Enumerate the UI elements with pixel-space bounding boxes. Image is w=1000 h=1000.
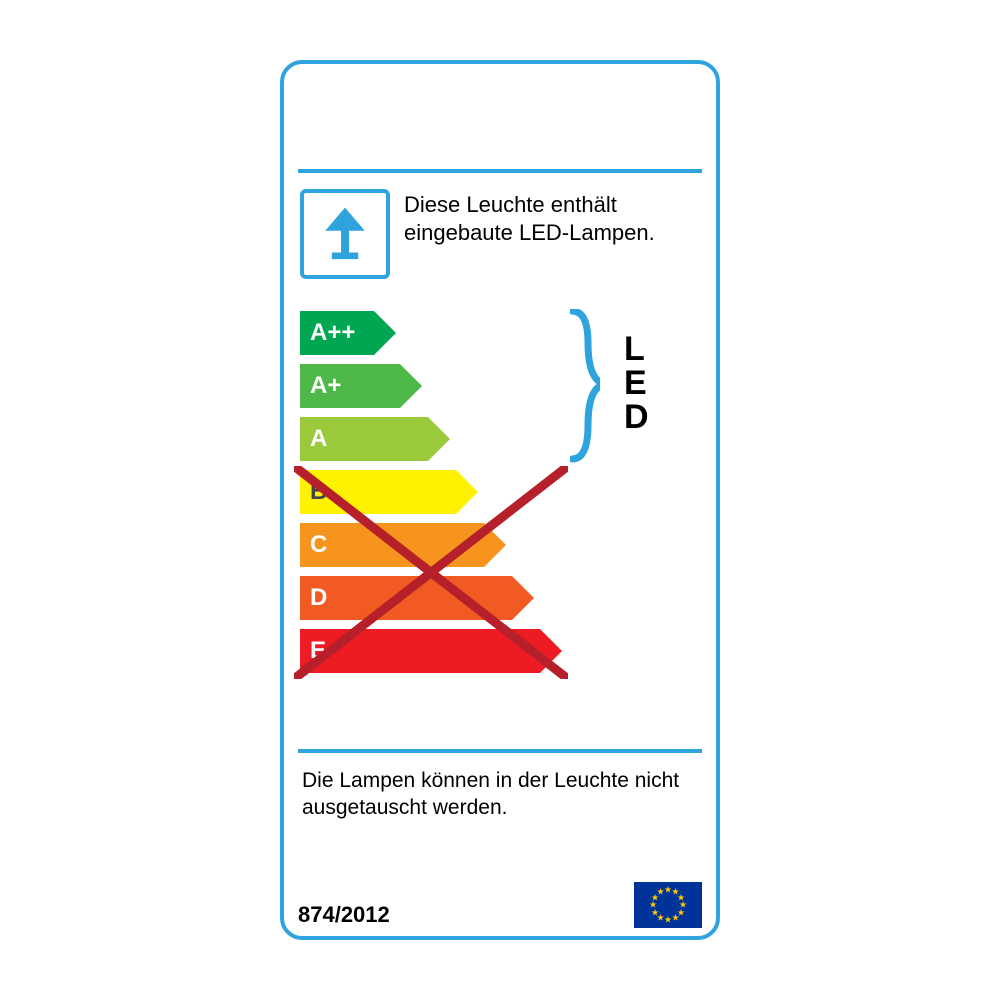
- energy-class-label: C: [300, 523, 484, 567]
- energy-class-label: D: [300, 576, 512, 620]
- bracket-icon: [570, 309, 600, 463]
- energy-class-label: B: [300, 470, 456, 514]
- energy-class-A: A: [300, 417, 450, 461]
- energy-class-Aplus: A+: [300, 364, 422, 408]
- energy-class-D: D: [300, 576, 534, 620]
- description-row: Diese Leuchte enthält eingebaute LED-Lam…: [284, 173, 716, 287]
- description-text: Diese Leuchte enthält eingebaute LED-Lam…: [404, 191, 700, 246]
- lamp-icon-box: [300, 189, 390, 279]
- led-label: LED: [624, 332, 649, 434]
- energy-class-Aplusplus: A++: [300, 311, 396, 355]
- energy-label: Diese Leuchte enthält eingebaute LED-Lam…: [280, 60, 720, 940]
- header-spacer: [284, 64, 716, 169]
- regulation-row: 874/2012 ★★★★★★★★★★★★: [298, 882, 702, 928]
- energy-class-E: E: [300, 629, 562, 673]
- energy-class-label: A: [300, 417, 428, 461]
- energy-class-C: C: [300, 523, 506, 567]
- footer-text: Die Lampen können in der Leuchte nicht a…: [284, 753, 716, 822]
- energy-class-label: A+: [300, 364, 400, 408]
- regulation-number: 874/2012: [298, 902, 390, 928]
- lamp-icon: [312, 201, 378, 267]
- energy-class-label: E: [300, 629, 540, 673]
- eu-flag-icon: ★★★★★★★★★★★★: [634, 882, 702, 928]
- energy-class-B: B: [300, 470, 478, 514]
- energy-chart: LED A++ A+ ABCDE: [300, 311, 700, 741]
- energy-class-label: A++: [300, 311, 374, 355]
